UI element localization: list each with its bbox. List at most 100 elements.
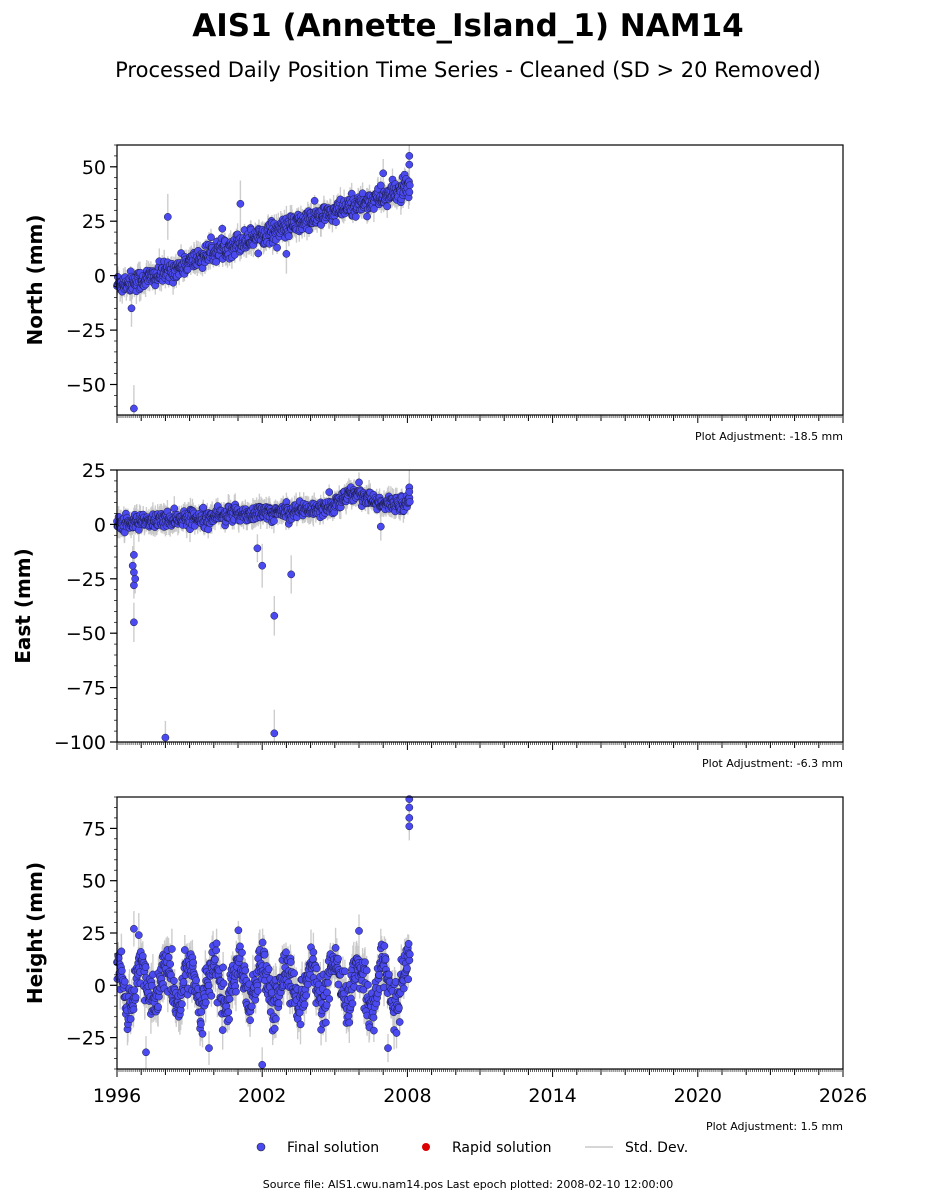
data-point bbox=[305, 226, 313, 235]
data-point bbox=[131, 993, 140, 1002]
data-point bbox=[260, 950, 269, 959]
data-point bbox=[296, 1020, 305, 1029]
plot-adjustment: Plot Adjustment: -18.5 mm bbox=[695, 430, 843, 443]
data-point bbox=[332, 218, 340, 226]
y-tick-label: −25 bbox=[66, 569, 106, 591]
data-point bbox=[241, 966, 250, 975]
data-point bbox=[258, 561, 267, 570]
data-point bbox=[130, 568, 138, 577]
data-point bbox=[218, 224, 227, 233]
data-point bbox=[295, 1008, 304, 1017]
data-point bbox=[212, 946, 221, 955]
data-point bbox=[274, 999, 283, 1008]
panels: 50 25 0 −25 −50 North (mm) Plot Adjustment: -1… bbox=[11, 144, 867, 1133]
data-point bbox=[170, 976, 178, 985]
y-tick-label: 50 bbox=[82, 157, 106, 179]
y-tick-label: 25 bbox=[82, 211, 106, 233]
data-point bbox=[370, 205, 378, 213]
chart-subtitle: Processed Daily Position Time Series - C… bbox=[115, 58, 821, 82]
data-point bbox=[164, 953, 173, 962]
data-point bbox=[325, 488, 334, 496]
y-axis: 50 25 0 −25 −50 bbox=[66, 144, 117, 407]
y-tick-label: 25 bbox=[82, 460, 106, 482]
data-point bbox=[290, 969, 298, 978]
data-point bbox=[270, 611, 279, 620]
data-point bbox=[284, 232, 293, 241]
chart-title: AIS1 (Annette_Island_1) NAM14 bbox=[192, 8, 743, 44]
data-point bbox=[246, 1016, 254, 1025]
data-point bbox=[178, 1000, 186, 1008]
data-point bbox=[232, 987, 240, 996]
data-point bbox=[218, 1026, 227, 1034]
data-point bbox=[128, 561, 137, 570]
data-point bbox=[166, 960, 175, 968]
data-point bbox=[130, 986, 139, 995]
final-solution-points bbox=[113, 478, 414, 742]
y-axis-label: East (mm) bbox=[11, 548, 35, 664]
data-point bbox=[238, 948, 246, 957]
data-point bbox=[127, 304, 136, 313]
data-point bbox=[383, 202, 392, 211]
data-point bbox=[207, 233, 215, 242]
x-ticks bbox=[116, 742, 844, 750]
data-point bbox=[219, 963, 227, 972]
data-point bbox=[273, 243, 281, 252]
data-point bbox=[351, 212, 360, 221]
data-point bbox=[179, 978, 188, 986]
y-tick-label: −50 bbox=[66, 375, 106, 397]
data-point bbox=[254, 249, 263, 258]
data-point bbox=[138, 952, 147, 960]
data-point bbox=[114, 954, 123, 962]
plot-adjustment: Plot Adjustment: -6.3 mm bbox=[702, 757, 843, 770]
data-point bbox=[219, 979, 228, 988]
data-point bbox=[282, 948, 290, 957]
data-point bbox=[282, 250, 291, 258]
data-point bbox=[272, 1014, 280, 1023]
data-point bbox=[126, 1015, 135, 1023]
data-point bbox=[201, 998, 210, 1007]
data-point bbox=[197, 1020, 205, 1028]
data-point bbox=[355, 478, 363, 487]
data-point bbox=[130, 551, 138, 559]
data-point bbox=[117, 947, 126, 956]
data-point bbox=[192, 976, 200, 985]
data-point bbox=[302, 991, 311, 1000]
data-point bbox=[211, 955, 219, 964]
data-point bbox=[130, 404, 138, 413]
data-point bbox=[270, 517, 278, 525]
data-point bbox=[204, 981, 213, 990]
data-point bbox=[117, 966, 126, 975]
data-point bbox=[130, 618, 138, 627]
data-point bbox=[141, 963, 150, 971]
y-tick-label: 0 bbox=[94, 514, 106, 536]
data-point bbox=[405, 181, 414, 190]
data-point bbox=[258, 938, 267, 947]
data-point bbox=[197, 1008, 206, 1016]
data-point bbox=[199, 503, 208, 512]
data-point bbox=[253, 986, 262, 995]
data-point bbox=[161, 733, 170, 742]
data-point bbox=[147, 981, 156, 990]
data-point bbox=[405, 188, 414, 196]
y-tick-label: 0 bbox=[94, 266, 106, 288]
data-point bbox=[168, 945, 176, 953]
data-point bbox=[270, 729, 279, 738]
data-point bbox=[225, 1015, 233, 1024]
data-point bbox=[286, 958, 295, 966]
data-point bbox=[236, 199, 245, 208]
data-point bbox=[212, 258, 221, 266]
data-point bbox=[163, 213, 172, 221]
data-point bbox=[310, 196, 319, 205]
data-point bbox=[376, 181, 385, 190]
data-point bbox=[270, 1024, 279, 1033]
data-point bbox=[300, 1000, 309, 1009]
data-point bbox=[225, 995, 234, 1003]
data-point bbox=[379, 169, 388, 178]
data-point bbox=[212, 939, 221, 948]
panel-0: 50 25 0 −25 −50 North (mm) Plot Adjustment: -1… bbox=[23, 144, 844, 443]
data-point bbox=[131, 574, 140, 583]
data-point bbox=[120, 977, 129, 986]
data-point bbox=[224, 1008, 233, 1016]
data-point bbox=[189, 958, 198, 967]
